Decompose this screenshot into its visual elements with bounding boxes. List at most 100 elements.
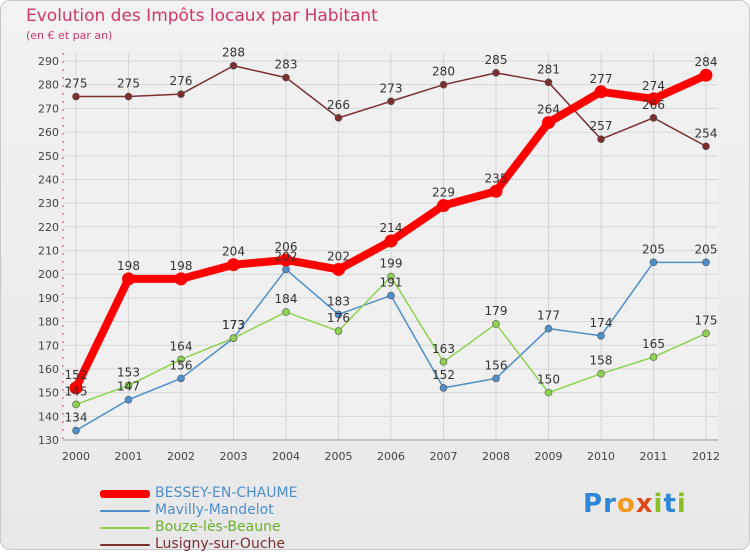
data-label: 173: [222, 318, 245, 332]
data-label: 266: [642, 98, 665, 112]
data-label: 156: [170, 358, 193, 372]
x-tick-label: 2005: [325, 450, 353, 463]
y-tick-label: 240: [38, 173, 59, 186]
y-tick-label: 250: [38, 150, 59, 163]
data-point: [702, 258, 710, 267]
data-label: 274: [642, 79, 665, 93]
data-point: [544, 78, 553, 87]
data-label: 163: [432, 342, 455, 356]
data-label: 285: [485, 53, 508, 67]
data-point: [702, 329, 710, 338]
y-tick-label: 230: [38, 197, 59, 210]
x-tick-label: 2003: [220, 450, 248, 463]
y-tick-label: 130: [38, 434, 59, 447]
data-label: 205: [642, 242, 665, 256]
data-point: [702, 142, 710, 151]
data-point: [124, 92, 133, 101]
data-point: [649, 114, 658, 122]
x-tick-label: 2011: [640, 450, 668, 463]
data-label: 177: [537, 309, 560, 323]
x-tick-label: 2007: [430, 450, 458, 463]
y-tick-label: 280: [38, 79, 59, 92]
data-label: 277: [590, 72, 613, 86]
data-point: [387, 272, 395, 281]
y-tick-label: 260: [38, 126, 59, 139]
legend-label: BESSEY-EN-CHAUME: [155, 485, 298, 501]
proxiti-logo: Proxiti: [583, 489, 687, 519]
data-point: [282, 73, 290, 82]
data-label: 198: [117, 259, 140, 273]
data-label: 165: [642, 337, 665, 351]
data-label: 179: [485, 304, 508, 318]
y-tick-label: 220: [38, 221, 59, 234]
data-point: [282, 308, 290, 316]
data-point: [542, 116, 555, 130]
data-point: [597, 331, 605, 340]
data-point: [439, 384, 448, 392]
data-label: 235: [485, 171, 508, 185]
data-label: 191: [380, 276, 403, 290]
data-point: [282, 265, 290, 274]
data-label: 276: [170, 74, 193, 88]
chart-subtitle: (en € et par an): [26, 29, 113, 42]
y-tick-label: 160: [38, 363, 59, 376]
data-point: [649, 353, 658, 361]
data-point: [334, 310, 343, 319]
data-label: 158: [590, 354, 613, 368]
x-tick-label: 2000: [62, 450, 90, 463]
data-label: 164: [170, 339, 193, 353]
data-label: 283: [275, 58, 298, 72]
data-point: [597, 369, 605, 378]
data-point: [174, 272, 188, 286]
data-point: [492, 374, 500, 383]
x-tick-label: 2001: [115, 450, 143, 463]
legend-label: Lusigny-sur-Ouche: [155, 536, 286, 552]
data-point: [439, 358, 448, 366]
data-label: 273: [380, 81, 403, 95]
y-tick-label: 210: [38, 245, 59, 258]
data-label: 254: [695, 126, 718, 140]
data-label: 264: [537, 103, 560, 117]
data-point: [177, 355, 185, 364]
data-point: [227, 258, 240, 272]
legend-label: Bouze-lès-Beaune: [155, 519, 281, 535]
y-tick-label: 140: [38, 410, 59, 423]
y-tick-label: 170: [38, 339, 59, 352]
x-tick-label: 2012: [692, 450, 720, 463]
data-label: 214: [380, 221, 403, 235]
data-point: [492, 320, 500, 328]
data-label: 280: [432, 65, 455, 79]
data-point: [72, 92, 80, 101]
x-tick-label: 2010: [587, 450, 615, 463]
data-label: 229: [432, 185, 455, 199]
data-label: 202: [275, 249, 298, 263]
data-label: 153: [117, 366, 140, 380]
data-point: [229, 334, 238, 342]
data-point: [124, 381, 133, 390]
data-label: 288: [222, 46, 245, 60]
data-point: [387, 291, 395, 300]
data-point: [69, 381, 83, 395]
legend-label: Mavilly-Mandelot: [155, 502, 274, 518]
y-tick-label: 180: [38, 316, 59, 329]
data-point: [647, 92, 660, 106]
data-label: 183: [327, 294, 350, 308]
chart-title: Evolution des Impôts locaux par Habitant: [26, 6, 378, 26]
data-label: 147: [117, 380, 140, 394]
data-point: [124, 395, 133, 404]
y-tick-label: 150: [38, 387, 59, 400]
data-point: [699, 68, 713, 82]
data-label: 174: [590, 316, 613, 330]
data-point: [387, 97, 395, 106]
data-point: [544, 324, 553, 333]
data-point: [279, 253, 293, 267]
data-point: [334, 327, 343, 335]
data-label: 204: [222, 245, 245, 259]
data-point: [72, 400, 80, 409]
data-label: 152: [65, 368, 88, 382]
data-label: 134: [65, 411, 88, 425]
legend-swatch: [100, 490, 150, 498]
data-point: [334, 114, 343, 122]
data-point: [177, 90, 185, 98]
